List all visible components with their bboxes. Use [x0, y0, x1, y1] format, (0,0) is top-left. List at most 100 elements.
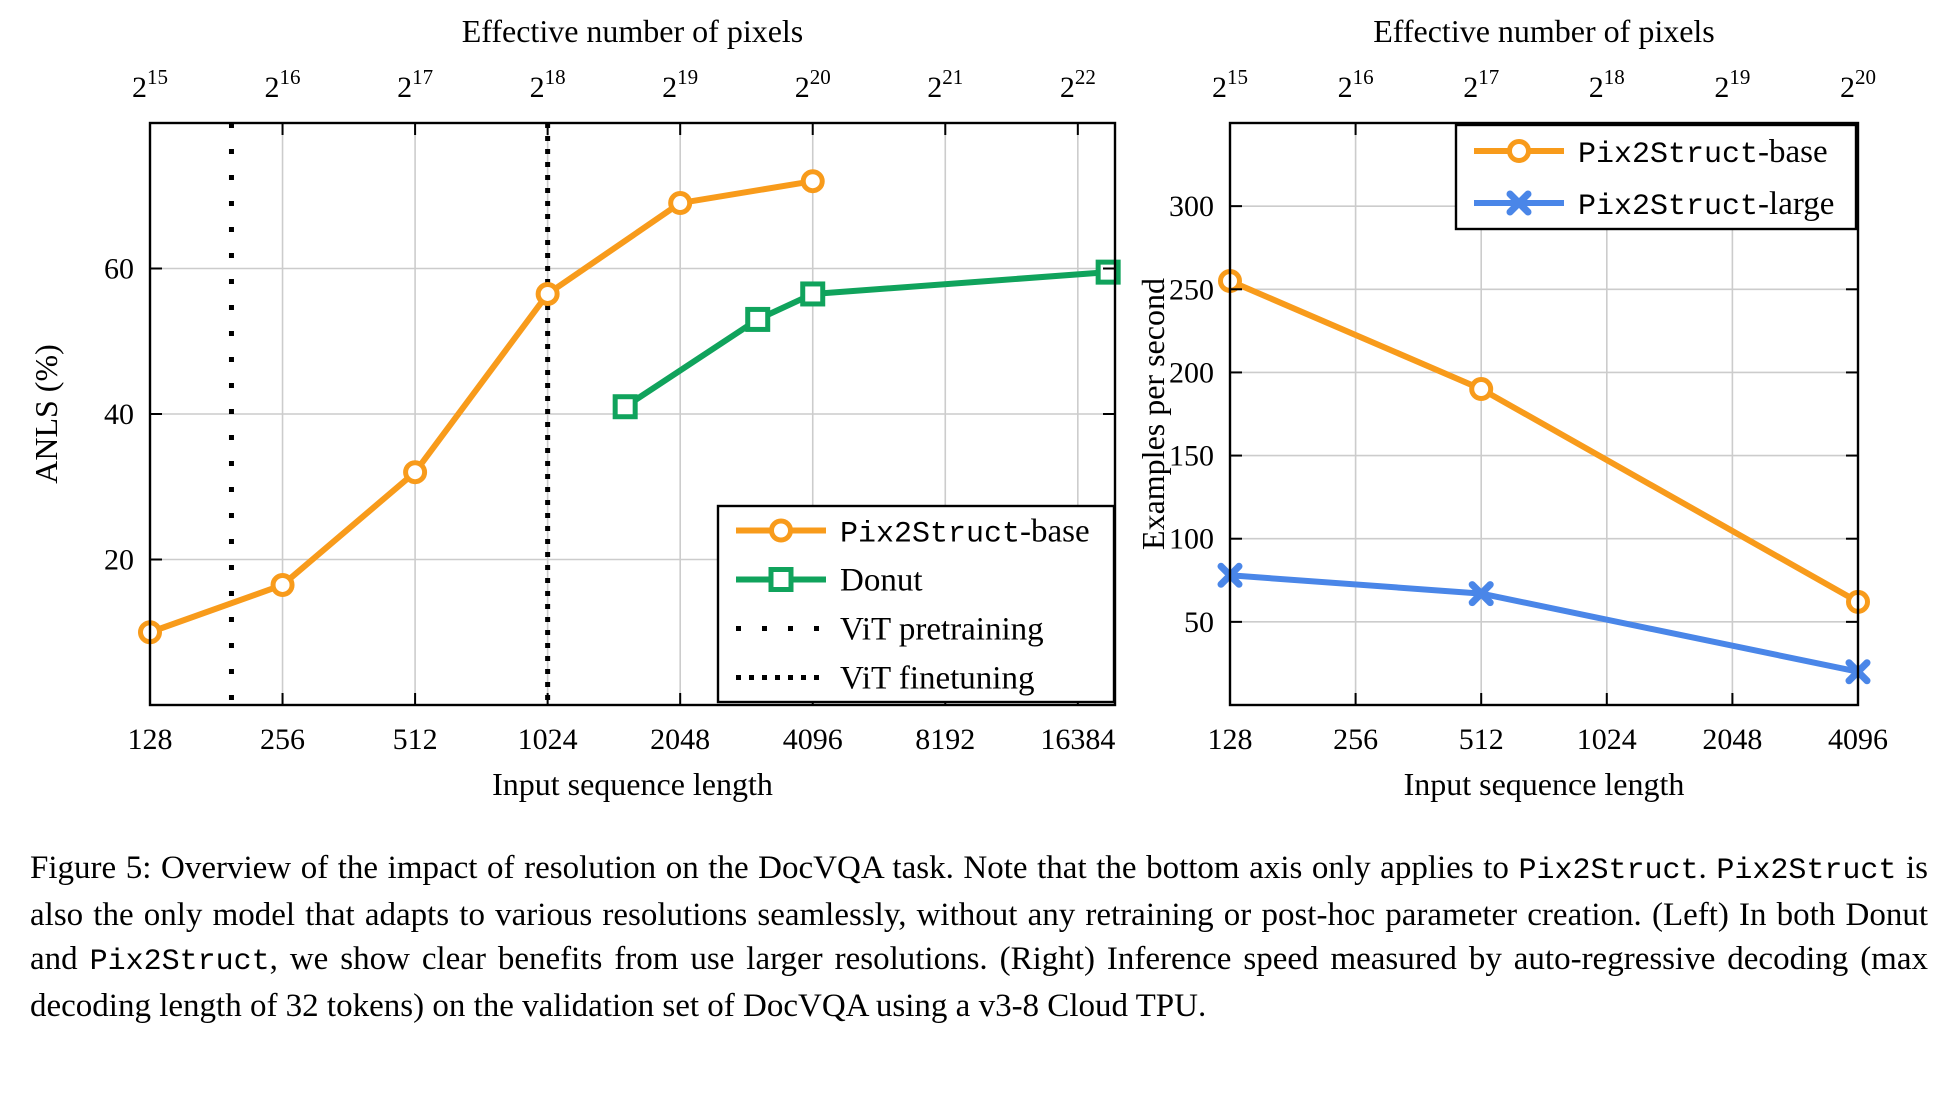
svg-text:256: 256 — [1333, 723, 1378, 756]
svg-text:215: 215 — [1212, 65, 1248, 104]
svg-text:2048: 2048 — [650, 723, 710, 756]
legend-entry: Pix2Struct-base — [736, 514, 1090, 552]
svg-text:215: 215 — [132, 65, 168, 104]
caption-segment-5: Pix2Struct — [89, 945, 270, 979]
svg-text:40: 40 — [104, 398, 134, 431]
caption-segment-1: Pix2Struct — [1518, 854, 1699, 888]
svg-text:128: 128 — [128, 723, 173, 756]
svg-text:100: 100 — [1169, 523, 1214, 556]
top-axis-title: Effective number of pixels — [462, 13, 804, 49]
legend-entry: Pix2Struct-large — [1474, 186, 1834, 224]
svg-text:217: 217 — [1463, 65, 1499, 104]
series-line — [623, 269, 1109, 410]
x-axis-tick-labels: 128 256 512 1024 2048 4096 — [1208, 723, 1889, 756]
caption-segment-0: Figure 5: Overview of the impact of reso… — [30, 850, 1519, 886]
data-point-square-marker — [612, 394, 638, 420]
svg-text:512: 512 — [1459, 723, 1504, 756]
svg-text:218: 218 — [1589, 65, 1625, 104]
svg-text:Pix2Struct-large: Pix2Struct-large — [1578, 186, 1834, 224]
legend-entry: ViT finetuning — [736, 661, 1034, 697]
svg-text:1024: 1024 — [518, 723, 578, 756]
svg-text:218: 218 — [530, 65, 566, 104]
x-axis-tick-labels: 128 256 512 1024 2048 4096 8192 16384 — [128, 723, 1116, 756]
svg-text:16384: 16384 — [1040, 723, 1115, 756]
legend: Pix2Struct-base Donut ViT pretraining ViT f… — [716, 504, 1116, 704]
data-point-circle-marker — [800, 169, 825, 194]
svg-text:4096: 4096 — [1828, 723, 1888, 756]
legend-entry: ViT pretraining — [736, 612, 1044, 648]
x-axis-title: Input sequence length — [1404, 766, 1685, 802]
svg-text:216: 216 — [1338, 65, 1374, 104]
svg-text:Pix2Struct-base: Pix2Struct-base — [840, 514, 1090, 552]
svg-text:8192: 8192 — [915, 723, 975, 756]
top-axis-tick-labels: 215 216 217 218 219 220 221 222 — [132, 65, 1096, 104]
svg-text:300: 300 — [1169, 190, 1214, 223]
data-point-circle-marker — [668, 191, 693, 216]
svg-text:1024: 1024 — [1577, 723, 1637, 756]
data-point-circle-marker — [1507, 139, 1531, 163]
data-point-square-marker — [800, 281, 826, 307]
svg-text:222: 222 — [1060, 65, 1096, 104]
svg-text:256: 256 — [260, 723, 305, 756]
data-point-square-marker — [745, 306, 771, 332]
top-axis-title: Effective number of pixels — [1373, 13, 1715, 49]
svg-text:512: 512 — [393, 723, 438, 756]
svg-text:4096: 4096 — [783, 723, 843, 756]
series-line — [148, 178, 814, 636]
svg-text:221: 221 — [927, 65, 963, 104]
svg-text:Donut: Donut — [840, 563, 923, 599]
data-point-square-marker — [1095, 259, 1121, 285]
right-chart: 128 256 512 1024 2048 4096 215 216 217 218 219 220 5… — [1135, 13, 1888, 802]
top-axis-tick-labels: 215 216 217 218 219 220 — [1212, 65, 1876, 104]
svg-text:200: 200 — [1169, 356, 1214, 389]
svg-text:20: 20 — [104, 544, 134, 577]
caption-segment-6: , we show clear benefits from use larger… — [30, 941, 1928, 1024]
caption-segment-2: . — [1698, 850, 1717, 886]
y-axis-tick-labels: 20 40 60 — [104, 253, 134, 577]
series-line — [1228, 278, 1860, 605]
svg-text:2048: 2048 — [1702, 723, 1762, 756]
figure-caption: Figure 5: Overview of the impact of reso… — [30, 846, 1928, 1028]
caption-segment-4: is also the only model that adapts to va… — [30, 850, 1929, 977]
data-point-square-marker — [768, 567, 794, 592]
data-point-circle-marker — [769, 518, 793, 543]
svg-text:216: 216 — [265, 65, 301, 104]
data-point-circle-marker — [535, 281, 560, 306]
svg-text:128: 128 — [1208, 723, 1253, 756]
y-axis-title: Examples per second — [1135, 278, 1171, 550]
x-axis-title: Input sequence length — [492, 766, 773, 802]
series-pix2struct-base — [1218, 268, 1870, 614]
svg-text:250: 250 — [1169, 273, 1214, 306]
svg-text:217: 217 — [397, 65, 433, 104]
data-point-x-marker — [1468, 581, 1494, 607]
svg-text:60: 60 — [104, 253, 134, 286]
data-point-circle-marker — [270, 572, 295, 597]
series-pix2struct-base — [138, 169, 825, 645]
data-point-circle-marker — [1469, 377, 1494, 402]
svg-text:50: 50 — [1184, 606, 1214, 639]
caption-segment-3: Pix2Struct — [1716, 854, 1897, 888]
svg-text:150: 150 — [1169, 440, 1214, 473]
legend: Pix2Struct-base Pix2Struct-large — [1454, 123, 1858, 231]
y-axis-title: ANLS (%) — [28, 344, 64, 484]
svg-text:219: 219 — [662, 65, 698, 104]
data-point-x-marker — [1506, 190, 1532, 216]
legend-entry: Donut — [736, 563, 923, 599]
series-pix2struct-large — [1217, 562, 1871, 685]
svg-text:220: 220 — [795, 65, 831, 104]
svg-text:ViT finetuning: ViT finetuning — [840, 661, 1034, 697]
plot-border — [1228, 121, 1860, 707]
legend-entry: Pix2Struct-base — [1474, 134, 1828, 172]
y-axis-tick-labels: 50 100 150 200 250 300 — [1169, 190, 1214, 639]
tick-marks — [1229, 123, 1859, 705]
svg-text:ViT pretraining: ViT pretraining — [840, 612, 1044, 648]
svg-text:Pix2Struct-base: Pix2Struct-base — [1578, 134, 1828, 172]
series-donut — [612, 259, 1121, 420]
svg-text:219: 219 — [1714, 65, 1750, 104]
svg-text:220: 220 — [1840, 65, 1876, 104]
series-line — [1229, 572, 1859, 675]
data-point-circle-marker — [403, 460, 428, 485]
